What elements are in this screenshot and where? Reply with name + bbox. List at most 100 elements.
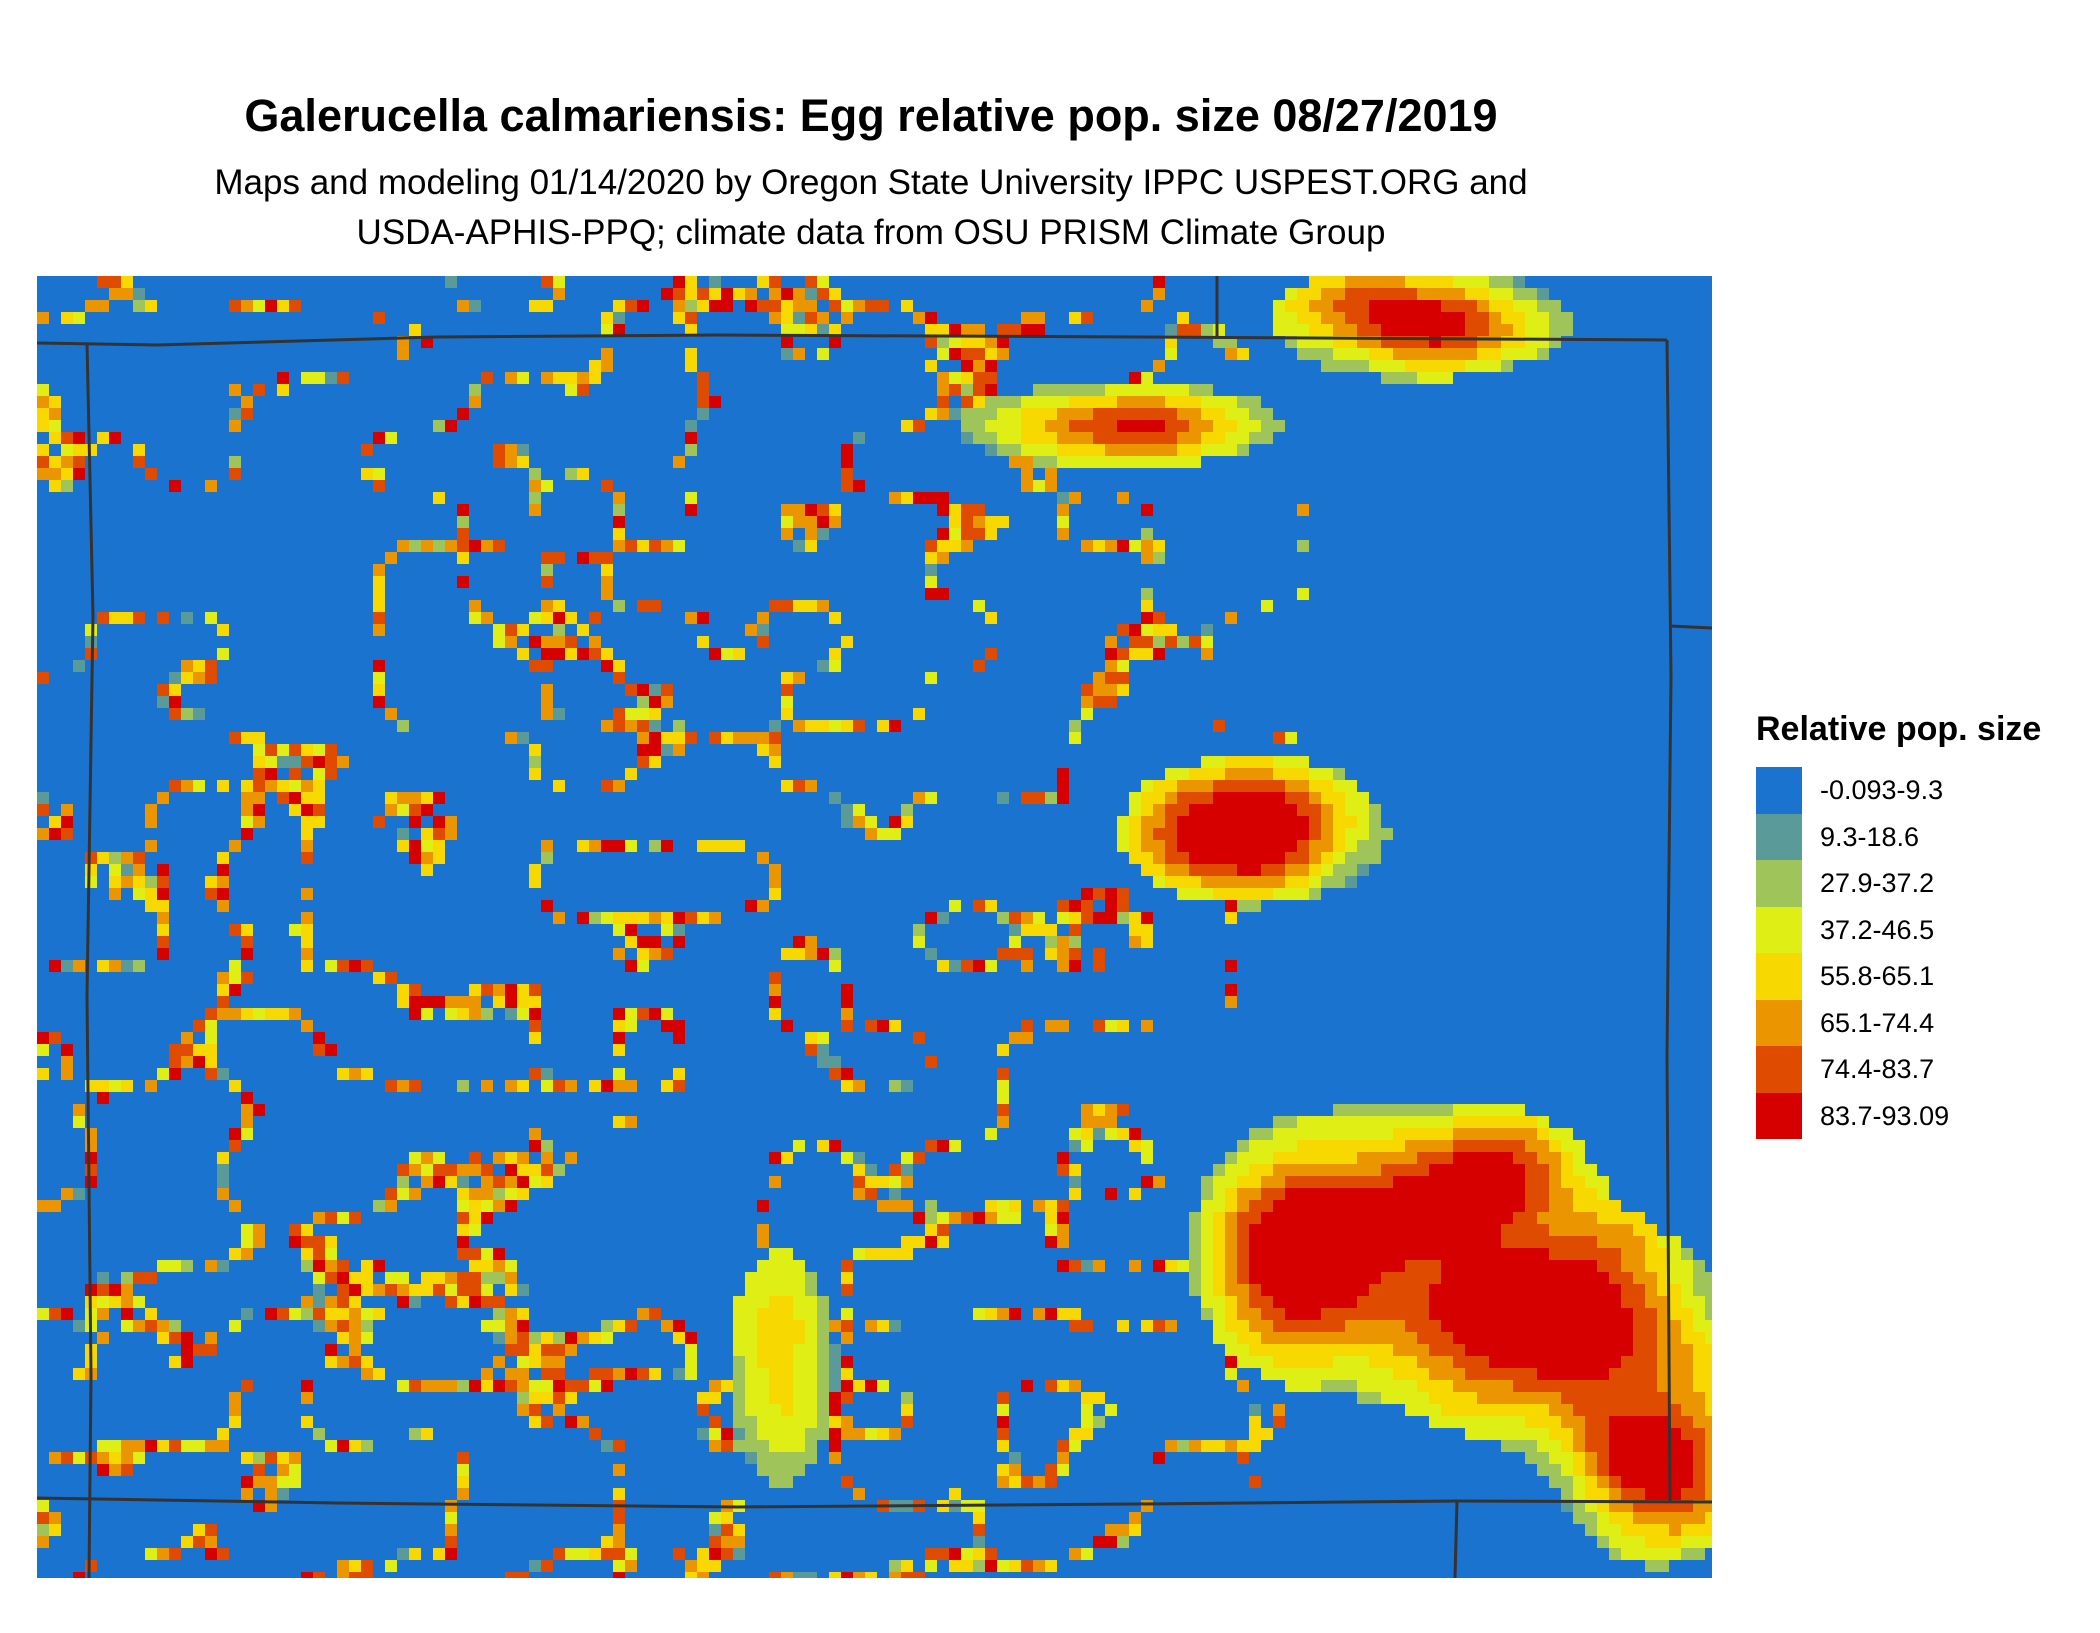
raster-cell [1417,1104,1429,1116]
raster-cell [673,288,685,300]
raster-cell [781,1344,793,1356]
raster-cell [1429,1320,1441,1332]
raster-cell [901,1248,913,1260]
raster-cell [1585,1356,1597,1368]
raster-cell [1537,1224,1549,1236]
raster-cell [1489,1236,1501,1248]
raster-cell [1381,276,1393,288]
raster-cell [1117,624,1129,636]
raster-cell [1645,1356,1657,1368]
raster-cell [973,384,985,396]
raster-cell [433,840,445,852]
raster-cell [1297,1380,1309,1392]
raster-cell [1561,1272,1573,1284]
raster-cell [1201,876,1213,888]
raster-cell [1069,936,1081,948]
raster-cell [805,936,817,948]
raster-cell [1357,1248,1369,1260]
raster-cell [445,828,457,840]
raster-cell [841,720,853,732]
raster-cell [1189,852,1201,864]
raster-cell [1681,1296,1693,1308]
raster-cell [469,1260,481,1272]
raster-cell [1477,1344,1489,1356]
raster-cell [1345,1188,1357,1200]
raster-cell [601,1368,613,1380]
raster-cell [1177,444,1189,456]
raster-cell [1621,1476,1633,1488]
raster-cell [1321,1128,1333,1140]
raster-cell [1357,1224,1369,1236]
raster-cell [1285,324,1297,336]
raster-cell [145,876,157,888]
raster-cell [709,732,721,744]
raster-cell [1153,864,1165,876]
raster-cell [1297,300,1309,312]
raster-cell [805,1416,817,1428]
raster-cell [157,1068,169,1080]
raster-cell [1393,1308,1405,1320]
raster-cell [649,744,661,756]
raster-cell [841,1476,853,1488]
raster-cell [253,1224,265,1236]
raster-cell [1597,1536,1609,1548]
raster-cell [1429,1308,1441,1320]
raster-cell [1573,1308,1585,1320]
raster-cell [1657,1344,1669,1356]
raster-cell [1213,936,1225,948]
raster-cell [517,372,529,384]
raster-cell [1381,1272,1393,1284]
raster-cell [313,816,325,828]
raster-cell [1117,636,1129,648]
raster-cell [925,492,937,504]
raster-cell [325,1272,337,1284]
raster-cell [217,1008,229,1020]
raster-cell [1453,1416,1465,1428]
raster-cell [1297,1248,1309,1260]
raster-cell [1537,1176,1549,1188]
raster-cell [1297,588,1309,600]
raster-cell [265,1452,277,1464]
raster-cell [553,1380,565,1392]
raster-cell [1537,1212,1549,1224]
raster-cell [733,1392,745,1404]
raster-cell [769,756,781,768]
raster-cell [49,1452,61,1464]
raster-cell [925,948,937,960]
raster-cell [1117,888,1129,900]
raster-cell [1669,1440,1681,1452]
raster-cell [1585,1368,1597,1380]
raster-cell [1549,1248,1561,1260]
raster-cell [1201,1176,1213,1188]
raster-cell [793,1296,805,1308]
raster-cell [157,684,169,696]
raster-cell [1309,1248,1321,1260]
raster-cell [1369,1356,1381,1368]
raster-cell [445,1500,457,1512]
raster-cell [685,1560,697,1572]
raster-cell [769,1332,781,1344]
raster-cell [901,816,913,828]
raster-cell [553,1164,565,1176]
raster-cell [241,1476,253,1488]
raster-cell [553,1392,565,1404]
raster-cell [1669,1548,1681,1560]
raster-cell [529,504,541,516]
raster-cell [1597,1236,1609,1248]
raster-cell [61,468,73,480]
raster-cell [853,1488,865,1500]
raster-cell [1645,1368,1657,1380]
raster-cell [49,468,61,480]
raster-cell [1345,1104,1357,1116]
raster-cell [1381,300,1393,312]
raster-cell [1153,1320,1165,1332]
raster-cell [1093,672,1105,684]
raster-cell [1033,1476,1045,1488]
raster-cell [253,1464,265,1476]
raster-cell [1201,1440,1213,1452]
raster-cell [1573,1476,1585,1488]
raster-cell [697,912,709,924]
raster-cell [1057,528,1069,540]
raster-cell [313,1320,325,1332]
raster-cell [145,1548,157,1560]
